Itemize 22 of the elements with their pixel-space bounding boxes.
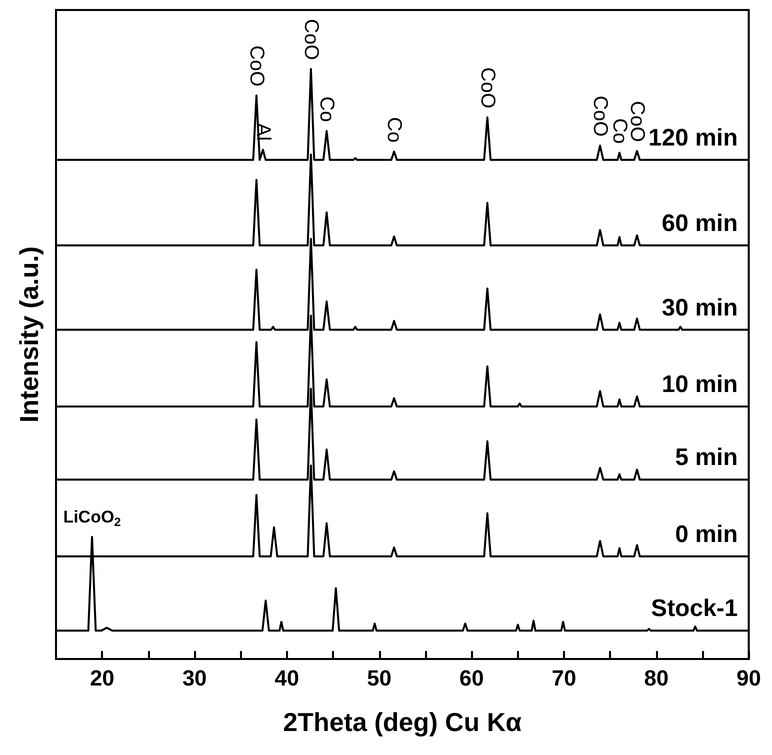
series-label: Stock-1 bbox=[651, 595, 738, 622]
annotation: CoO bbox=[476, 67, 498, 108]
series-label: 5 min bbox=[675, 444, 738, 472]
x-tick-label: 40 bbox=[274, 666, 300, 690]
x-tick-label: 70 bbox=[552, 666, 576, 690]
x-tick-label: 30 bbox=[182, 666, 207, 690]
x-tick-label: 50 bbox=[367, 666, 392, 690]
series-label: 60 min bbox=[662, 210, 738, 237]
x-tick-label: 20 bbox=[90, 666, 114, 690]
x-tick-label: 60 bbox=[459, 666, 484, 690]
series-label: 120 min bbox=[648, 124, 738, 152]
series-label: 0 min bbox=[675, 520, 738, 548]
annotation: Co bbox=[316, 96, 338, 122]
x-axis-title: 2Theta (deg) Cu Kα bbox=[283, 707, 522, 737]
series-label: 30 min bbox=[662, 294, 738, 322]
series-label: 10 min bbox=[662, 370, 738, 398]
y-axis-title: Intensity (a.u.) bbox=[14, 246, 44, 423]
annotation: Co bbox=[383, 117, 406, 143]
x-tick-label: 80 bbox=[644, 666, 669, 690]
x-tick-label: 90 bbox=[736, 666, 762, 690]
annotation: CoO bbox=[245, 45, 268, 87]
annotation: CoO bbox=[300, 18, 322, 60]
